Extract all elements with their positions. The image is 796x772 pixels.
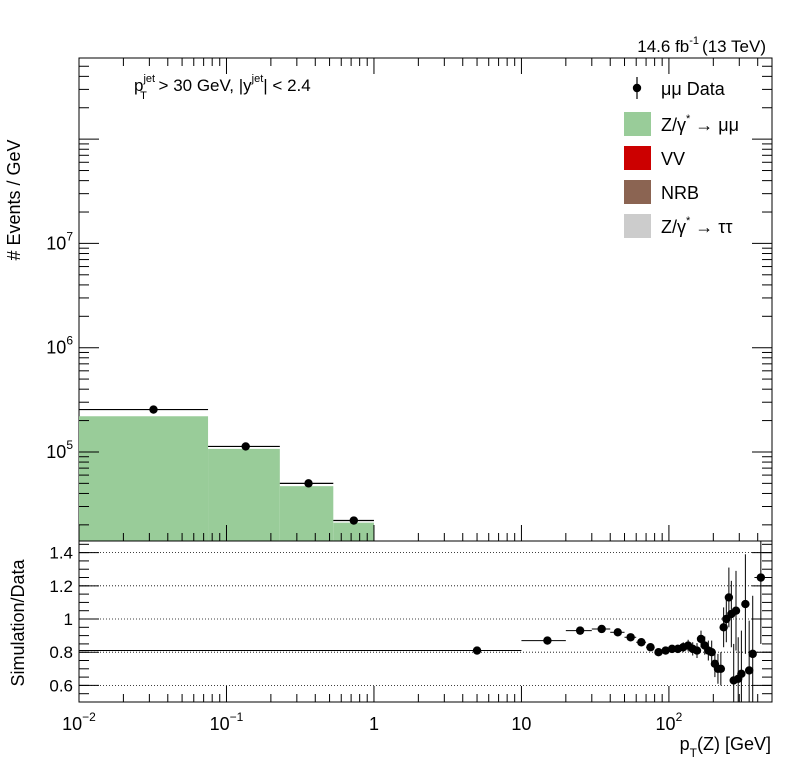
ratio-y-axis-label: Simulation/Data bbox=[8, 558, 28, 686]
ratio-point bbox=[737, 669, 746, 678]
ratio-point bbox=[661, 646, 670, 655]
ratio-point bbox=[719, 623, 728, 632]
ratio-y-tick-label: 1.4 bbox=[49, 544, 73, 563]
main-data-points bbox=[79, 405, 374, 525]
main-x-ticks bbox=[78, 58, 773, 541]
x-tick-label: 10 bbox=[511, 714, 531, 734]
legend-label-data: μμ Data bbox=[661, 79, 726, 99]
ratio-y-tick-label: 1.2 bbox=[49, 577, 73, 596]
lumi-label: 14.6 fb-1 (13 TeV) bbox=[637, 35, 766, 56]
ratio-point bbox=[613, 628, 622, 637]
legend-item-data: μμ Data bbox=[632, 77, 726, 99]
main-y-axis-label: # Events / GeV bbox=[4, 139, 24, 260]
legend-swatch-nrb bbox=[624, 180, 651, 204]
ratio-panel: 0.6 0.8 1 1.2 1.4 10−2 10−1 1 10 102 bbox=[49, 540, 773, 734]
ratio-y-tick-label: 1 bbox=[64, 610, 73, 629]
legend-swatch-vv bbox=[624, 146, 651, 170]
x-tick-label: 10−1 bbox=[210, 710, 244, 734]
legend-item-vv: VV bbox=[624, 146, 685, 170]
ratio-point bbox=[667, 644, 677, 654]
ratio-point bbox=[654, 648, 663, 657]
legend-data-marker bbox=[632, 83, 642, 93]
ratio-point bbox=[744, 666, 754, 675]
ratio-point bbox=[692, 646, 702, 655]
y-tick-label: 105 bbox=[46, 438, 73, 462]
data-point bbox=[349, 516, 359, 525]
data-point bbox=[304, 479, 313, 488]
ratio-point bbox=[756, 573, 766, 582]
legend-label-nrb: NRB bbox=[661, 183, 699, 203]
legend-item-nrb: NRB bbox=[624, 180, 699, 204]
legend-item-zmumu: Z/γ* → μμ bbox=[624, 112, 739, 136]
legend-label-zmumu: Z/γ* → μμ bbox=[661, 113, 739, 135]
ratio-point bbox=[707, 648, 716, 657]
ratio-point bbox=[543, 636, 552, 645]
main-histogram bbox=[79, 416, 374, 541]
cut-label: pjet T > 30 GeV, |yjet| < 2.4 bbox=[134, 73, 311, 102]
ratio-point bbox=[637, 638, 646, 647]
ratio-point bbox=[716, 664, 726, 674]
legend-item-ztautau: Z/γ* → ττ bbox=[624, 214, 733, 238]
main-panel: 105 106 107 bbox=[46, 57, 773, 542]
legend-label-vv: VV bbox=[661, 149, 685, 169]
legend-label-ztautau: Z/γ* → ττ bbox=[661, 215, 733, 237]
ratio-plot-frame bbox=[78, 540, 773, 703]
ratio-y-tick-label: 0.6 bbox=[49, 676, 73, 695]
x-tick-label: 10−2 bbox=[62, 710, 96, 734]
y-tick-label: 107 bbox=[46, 229, 73, 253]
ratio-data-points bbox=[79, 541, 767, 702]
data-point bbox=[241, 442, 250, 451]
ratio-point bbox=[472, 646, 482, 655]
ratio-point bbox=[748, 649, 757, 659]
data-point bbox=[149, 405, 158, 414]
ratio-point bbox=[575, 626, 585, 635]
y-tick-label: 106 bbox=[46, 334, 73, 358]
legend: μμ Data Z/γ* → μμ VV NRB Z/γ* → ττ bbox=[624, 77, 739, 238]
hist-bar bbox=[208, 448, 280, 541]
legend-swatch-ztautau bbox=[624, 214, 651, 238]
hist-bar bbox=[333, 522, 374, 541]
ratio-y-axis: 0.6 0.8 1 1.2 1.4 bbox=[49, 544, 772, 703]
main-y-axis: 105 106 107 bbox=[46, 57, 772, 526]
x-tick-label: 1 bbox=[369, 714, 379, 734]
ratio-point bbox=[741, 599, 750, 609]
legend-swatch-zmumu bbox=[624, 112, 651, 136]
x-tick-label: 102 bbox=[656, 710, 683, 734]
ratio-point bbox=[696, 634, 706, 644]
ratio-grid bbox=[79, 552, 772, 686]
ratio-point bbox=[731, 606, 741, 615]
hist-bar bbox=[79, 416, 209, 541]
hist-bar bbox=[279, 486, 334, 541]
ratio-x-axis: 10−2 10−1 1 10 102 bbox=[62, 686, 773, 734]
ratio-point bbox=[626, 633, 635, 642]
ratio-point bbox=[597, 624, 606, 634]
ratio-y-tick-label: 0.8 bbox=[49, 643, 73, 662]
ratio-point bbox=[646, 643, 655, 652]
x-axis-label: pT(Z) [GeV] bbox=[680, 734, 771, 760]
